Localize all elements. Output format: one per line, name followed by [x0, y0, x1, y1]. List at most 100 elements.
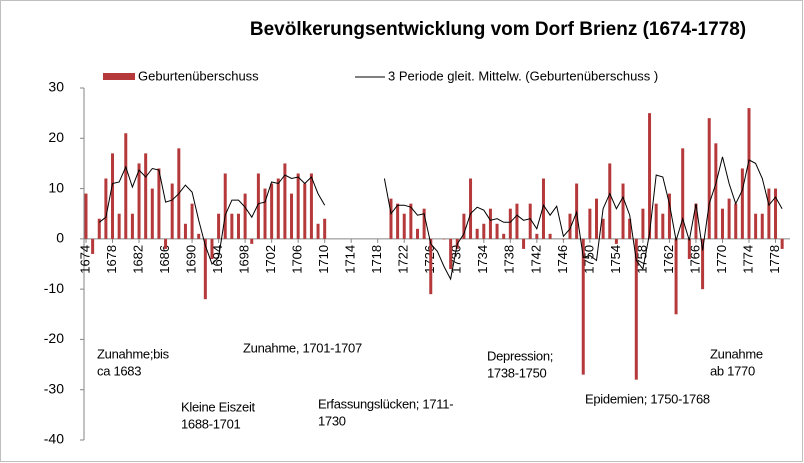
legend-label: 3 Periode gleit. Mittelw. (Geburtenübers…	[388, 68, 658, 83]
bar	[422, 208, 426, 239]
bar	[588, 208, 592, 239]
bar	[111, 153, 115, 239]
bar	[303, 183, 307, 239]
x-tick-label: 1742	[528, 245, 543, 274]
annotation: Kleine Eiszeit	[181, 399, 256, 414]
bar	[641, 208, 645, 239]
bar	[628, 218, 632, 239]
annotation: Depression;	[487, 348, 553, 363]
bar	[190, 203, 194, 239]
bar	[541, 178, 545, 239]
bar	[402, 213, 406, 239]
bar	[687, 238, 691, 259]
bar	[84, 193, 88, 239]
annotation: Epidemien; 1750-1768	[585, 391, 710, 406]
bar	[515, 203, 519, 239]
bar	[681, 148, 685, 239]
annotation: 1738-1750	[487, 365, 547, 380]
y-tick-label: 20	[48, 129, 64, 145]
bar	[270, 183, 274, 239]
bar	[561, 238, 565, 240]
bar	[522, 238, 526, 249]
x-tick-label: 1694	[210, 245, 225, 274]
bar	[104, 178, 108, 239]
chart-title: Bevölkerungsentwicklung vom Dorf Brienz …	[250, 19, 746, 40]
bar	[548, 233, 552, 239]
x-tick-label: 1690	[184, 245, 199, 274]
x-tick-label: 1686	[157, 245, 172, 274]
bar	[217, 213, 221, 239]
x-tick-label: 1702	[263, 245, 278, 274]
bar	[137, 163, 141, 239]
x-tick-label: 1682	[130, 245, 145, 274]
bar	[707, 118, 711, 239]
bar	[760, 213, 764, 239]
bar	[250, 238, 254, 244]
bar	[263, 188, 267, 239]
annotation: Zunahme	[710, 346, 763, 361]
bar	[495, 223, 499, 239]
bar	[780, 238, 784, 249]
x-tick-label: 1706	[290, 245, 305, 274]
bar	[462, 213, 466, 239]
bar	[601, 218, 605, 239]
x-tick-label: 1714	[343, 245, 358, 274]
bar	[442, 238, 446, 240]
bar	[740, 168, 744, 239]
x-tick-label: 1734	[475, 245, 490, 274]
bar	[144, 153, 148, 239]
bar	[323, 218, 327, 239]
bar	[674, 238, 678, 315]
x-tick-label: 1762	[661, 245, 676, 274]
x-tick-label: 1770	[714, 245, 729, 274]
bar	[614, 238, 618, 244]
annotation: ab 1770	[710, 363, 755, 378]
bar	[535, 233, 539, 239]
annotation: 1688-1701	[181, 416, 241, 431]
bar	[502, 233, 506, 239]
x-tick-label: 1698	[237, 245, 252, 274]
legend-swatch	[103, 73, 135, 80]
bar	[621, 183, 625, 239]
bar	[409, 203, 413, 239]
bar	[767, 188, 771, 239]
bar	[747, 108, 751, 239]
y-tick-label: 10	[48, 179, 64, 195]
bar	[203, 238, 207, 300]
bar	[389, 198, 393, 239]
bar	[97, 218, 101, 239]
bar	[595, 198, 599, 239]
bar	[130, 213, 134, 239]
bar	[164, 238, 168, 249]
bar	[230, 213, 234, 239]
annotation: 1730	[318, 413, 346, 428]
bar	[316, 223, 320, 239]
annotation: Erfassungslücken; 1711-	[318, 396, 453, 411]
bar	[91, 238, 95, 254]
bar	[488, 208, 492, 239]
bar	[449, 238, 453, 270]
x-tick-label: 1710	[316, 245, 331, 274]
bar	[256, 173, 260, 239]
bar	[654, 203, 658, 239]
annotation: Zunahme;bis	[97, 346, 170, 361]
bar	[528, 203, 532, 239]
x-tick-label: 1754	[608, 245, 623, 274]
x-tick-label: 1738	[502, 245, 517, 274]
annotation: Zunahme, 1701-1707	[243, 340, 362, 355]
bar	[117, 213, 121, 239]
x-tick-label: 1778	[767, 245, 782, 274]
x-tick-label: 1774	[740, 245, 755, 274]
bar	[157, 168, 161, 239]
bar	[720, 208, 724, 239]
bar	[124, 133, 128, 239]
bar	[296, 173, 300, 239]
bar	[667, 193, 671, 239]
x-tick-label: 1718	[369, 245, 384, 274]
x-tick-label: 1678	[104, 245, 119, 274]
bar	[508, 208, 512, 239]
bar	[581, 238, 585, 375]
x-tick-label: 1674	[77, 245, 92, 274]
bar	[727, 198, 731, 239]
